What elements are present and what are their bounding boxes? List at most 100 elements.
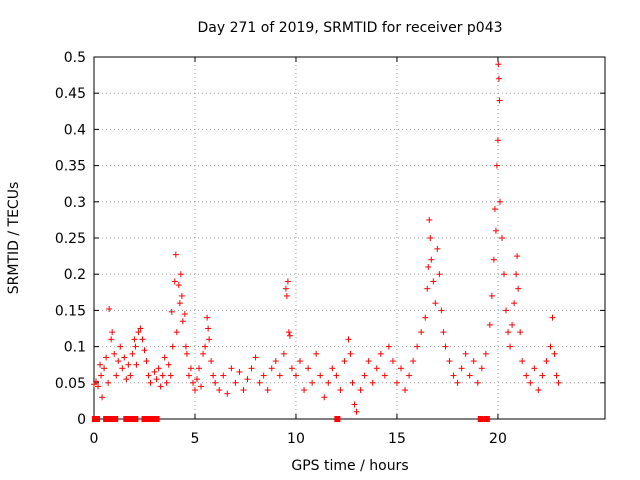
x-tick-label: 10 — [287, 431, 305, 447]
data-point — [527, 379, 534, 386]
data-point — [514, 253, 521, 260]
data-point — [490, 256, 497, 263]
data-point — [282, 285, 289, 292]
data-point — [406, 372, 413, 379]
data-point — [398, 365, 405, 372]
points-layer — [91, 61, 562, 422]
data-point — [280, 350, 287, 357]
data-point — [216, 387, 223, 394]
data-point — [462, 350, 469, 357]
data-point — [145, 372, 152, 379]
data-point — [474, 379, 481, 386]
data-point — [301, 387, 308, 394]
data-point — [176, 300, 183, 307]
data-point — [549, 314, 556, 321]
data-point — [161, 354, 168, 361]
data-point — [337, 387, 344, 394]
data-point — [113, 372, 120, 379]
data-point — [402, 387, 409, 394]
data-point — [393, 379, 400, 386]
data-point — [551, 350, 558, 357]
data-point — [345, 336, 352, 343]
data-point — [523, 372, 530, 379]
data-point — [248, 365, 255, 372]
data-point — [286, 332, 293, 339]
data-point — [496, 97, 503, 104]
data-point — [204, 314, 211, 321]
data-point — [486, 321, 493, 328]
data-point — [98, 372, 105, 379]
y-tick-label: 0 — [77, 412, 86, 428]
data-point — [168, 308, 175, 315]
data-point — [121, 354, 128, 361]
zero-value-point — [103, 416, 110, 422]
data-point — [153, 376, 160, 383]
data-point — [349, 379, 356, 386]
data-point — [196, 365, 203, 372]
data-point — [173, 329, 180, 336]
data-point — [458, 365, 465, 372]
data-point — [135, 329, 142, 336]
data-point — [283, 292, 290, 299]
data-point — [187, 365, 194, 372]
data-point — [95, 383, 102, 390]
data-point — [385, 343, 392, 350]
data-point — [515, 285, 522, 292]
y-tick-label: 0.15 — [55, 303, 86, 319]
data-point — [454, 379, 461, 386]
y-axis-label: SRMTID / TECUs — [6, 182, 22, 295]
data-point — [132, 343, 139, 350]
data-point — [200, 350, 207, 357]
data-point — [165, 361, 172, 368]
x-tick-label: 15 — [388, 431, 406, 447]
data-point — [373, 365, 380, 372]
y-tick-label: 0.05 — [55, 376, 86, 392]
data-point — [438, 307, 445, 314]
data-point — [172, 251, 179, 258]
data-point — [377, 350, 384, 357]
data-point — [97, 361, 104, 368]
data-point — [313, 350, 320, 357]
zero-value-point — [477, 416, 484, 422]
data-point — [509, 321, 516, 328]
y-tick-label: 0.25 — [55, 231, 86, 247]
data-point — [151, 368, 158, 375]
data-point — [108, 336, 115, 343]
data-point — [297, 358, 304, 365]
data-point — [329, 365, 336, 372]
data-point — [139, 336, 146, 343]
data-point — [206, 336, 213, 343]
data-point — [333, 372, 340, 379]
data-point — [260, 372, 267, 379]
y-tick-label: 0.35 — [55, 159, 86, 175]
data-point — [470, 358, 477, 365]
data-point — [205, 325, 212, 332]
data-point — [495, 75, 502, 82]
x-axis-label: GPS time / hours — [291, 458, 408, 474]
data-point — [428, 256, 435, 263]
data-point — [185, 372, 192, 379]
data-point — [276, 372, 283, 379]
x-tick-label: 5 — [191, 431, 200, 447]
zero-value-point — [94, 416, 101, 422]
data-point — [228, 365, 235, 372]
data-point — [288, 365, 295, 372]
data-point — [414, 343, 421, 350]
data-point — [427, 235, 434, 241]
data-point — [381, 372, 388, 379]
data-point — [163, 379, 170, 386]
zero-value-point — [126, 416, 133, 422]
data-point — [434, 245, 441, 252]
data-point — [155, 365, 162, 372]
data-point — [236, 368, 243, 375]
data-point — [181, 311, 188, 318]
data-point — [194, 376, 201, 383]
data-point — [171, 278, 178, 285]
data-point — [232, 379, 239, 386]
data-point — [272, 358, 279, 365]
data-point — [178, 292, 185, 299]
data-point — [496, 198, 503, 205]
x-tick-label: 20 — [489, 431, 507, 447]
zero-value-point — [334, 416, 341, 422]
